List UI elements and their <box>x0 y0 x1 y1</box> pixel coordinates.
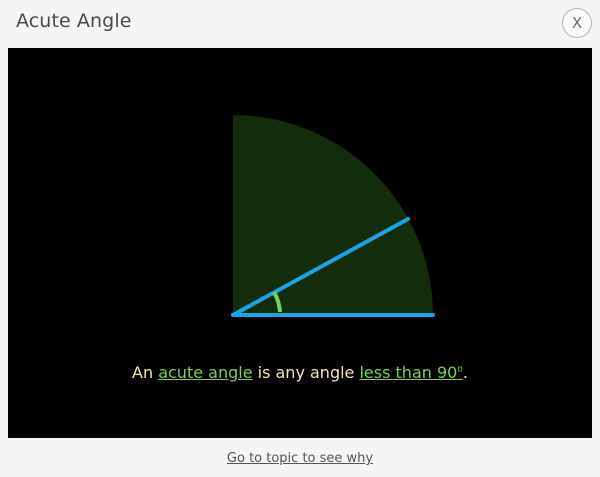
definition-caption: An acute angle is any angle less than 90… <box>8 363 592 382</box>
acute-angle-diagram <box>231 115 435 317</box>
degree-symbol: o <box>457 364 463 375</box>
condition-text: less than 90 <box>359 363 458 382</box>
close-button[interactable]: X <box>562 8 592 38</box>
caption-prefix: An <box>132 363 159 382</box>
angled-ray <box>231 217 410 317</box>
go-to-topic-link[interactable]: Go to topic to see why <box>226 451 374 466</box>
acute-angle-link[interactable]: acute angle <box>158 363 253 382</box>
caption-middle: is any angle <box>252 363 360 382</box>
caption-suffix: . <box>462 363 468 382</box>
angle-arc-indicator <box>272 291 282 313</box>
diagram-canvas: An acute angle is any angle less than 90… <box>8 48 592 438</box>
less-than-90-link[interactable]: less than 90o <box>359 363 462 382</box>
quarter-circle-sector <box>233 115 433 315</box>
dialog-title: Acute Angle <box>16 10 132 32</box>
